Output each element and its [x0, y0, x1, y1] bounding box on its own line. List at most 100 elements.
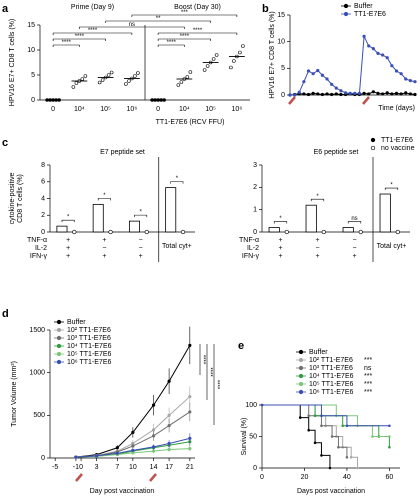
legend-marker: [298, 365, 304, 371]
point: [302, 92, 306, 96]
point: [306, 92, 311, 97]
sign: +: [352, 253, 356, 260]
point: [188, 447, 192, 451]
point: [232, 59, 236, 63]
survival-curve: [262, 404, 348, 458]
y-tick-label: 8: [41, 162, 45, 169]
y-tick-label: 0: [253, 229, 257, 236]
x-tick-label: 17: [165, 464, 173, 471]
point: [345, 424, 349, 428]
x-axis-label: Day post vaccination: [90, 488, 155, 495]
x-tick-label: 10⁵: [100, 106, 111, 113]
legend-label: 10² TT1-E7E6: [67, 327, 111, 334]
legend-label: TT1-E7E6: [354, 11, 386, 18]
x-tick-label: 0: [156, 106, 160, 113]
significance-label: *: [103, 193, 106, 199]
significance-label: ****: [193, 28, 203, 34]
point: [74, 81, 79, 85]
y-tick-label: 50: [249, 433, 257, 440]
x-axis-label: Time (days): [378, 105, 415, 112]
point: [313, 441, 317, 445]
point: [176, 83, 181, 87]
point: [151, 434, 156, 438]
point: [399, 72, 403, 76]
bar: [128, 220, 140, 233]
x-tick-label: Total cyt+: [377, 243, 407, 250]
point: [131, 444, 135, 448]
point: [188, 436, 192, 440]
group-label: Boost (Day 30): [174, 4, 221, 11]
x-tick-label: 20: [301, 474, 309, 481]
point: [302, 80, 306, 84]
point: [343, 91, 348, 95]
bar: [165, 187, 177, 233]
significance-label: ****: [75, 34, 85, 40]
point: [151, 449, 156, 453]
point: [167, 447, 171, 452]
x-tick-label: 0: [51, 106, 55, 113]
point: [339, 89, 343, 93]
point: [408, 92, 412, 96]
legend-label: 10⁵ TT1-E7E6: [67, 351, 112, 358]
point: [362, 34, 366, 38]
point: [167, 379, 171, 383]
y-tick-label: 0: [41, 229, 45, 236]
point: [167, 441, 171, 446]
point: [345, 455, 349, 459]
sign: +: [102, 253, 106, 260]
legend-marker: [298, 389, 304, 395]
point: [115, 451, 119, 455]
point: [367, 92, 371, 96]
point: [339, 92, 343, 97]
y-tick-label: 15: [27, 22, 35, 29]
point: [185, 75, 190, 79]
point: [115, 446, 119, 450]
point: [320, 424, 323, 428]
y-tick-label: 0: [281, 92, 285, 99]
significance-label: *: [279, 216, 282, 222]
sign: +: [315, 237, 319, 244]
x-axis-label: TT1-E7E6 (RCV FFU): [156, 119, 225, 126]
legend-label: 10² TT1-E7E6: [309, 357, 353, 364]
point: [371, 90, 375, 94]
point: [367, 44, 371, 48]
significance-label: ****: [180, 34, 190, 40]
legend-marker: [298, 373, 304, 379]
sign: −: [315, 245, 319, 252]
point: [83, 74, 88, 78]
x-tick-label: 3: [95, 464, 99, 471]
legend-label: 10⁴ TT1-E7E6: [67, 343, 112, 350]
vaccination-icon: [362, 96, 370, 105]
point: [390, 92, 394, 96]
point: [167, 423, 171, 428]
legend-label: no vaccine: [381, 145, 415, 152]
point: [131, 451, 135, 455]
point: [357, 91, 362, 95]
point: [334, 92, 338, 96]
bar: [56, 225, 68, 233]
y-axis-label: HPV16 E7+ CD8 T cells (%): [269, 11, 276, 98]
point: [167, 413, 171, 417]
point: [151, 428, 156, 432]
point: [394, 91, 399, 95]
point: [404, 77, 408, 81]
point: [297, 90, 301, 94]
point: [376, 51, 380, 56]
significance-bracket: [134, 214, 148, 218]
point: [321, 229, 326, 235]
y-axis-label: CD8 T cells (%): [17, 174, 24, 223]
significance-bracket: [79, 26, 185, 29]
significance-label: *: [176, 176, 179, 182]
x-tick-label: 14: [150, 464, 158, 471]
x-tick-label: 10⁴: [74, 106, 85, 113]
sign: +: [66, 237, 70, 244]
point: [151, 445, 156, 449]
chart-title: E7 peptide set: [100, 149, 145, 156]
significance-bracket: [52, 44, 80, 47]
legend-marker: [370, 145, 376, 151]
point: [100, 78, 105, 82]
significance-label: **: [156, 16, 161, 22]
legend-label: Buffer: [309, 349, 328, 356]
point: [348, 91, 352, 95]
